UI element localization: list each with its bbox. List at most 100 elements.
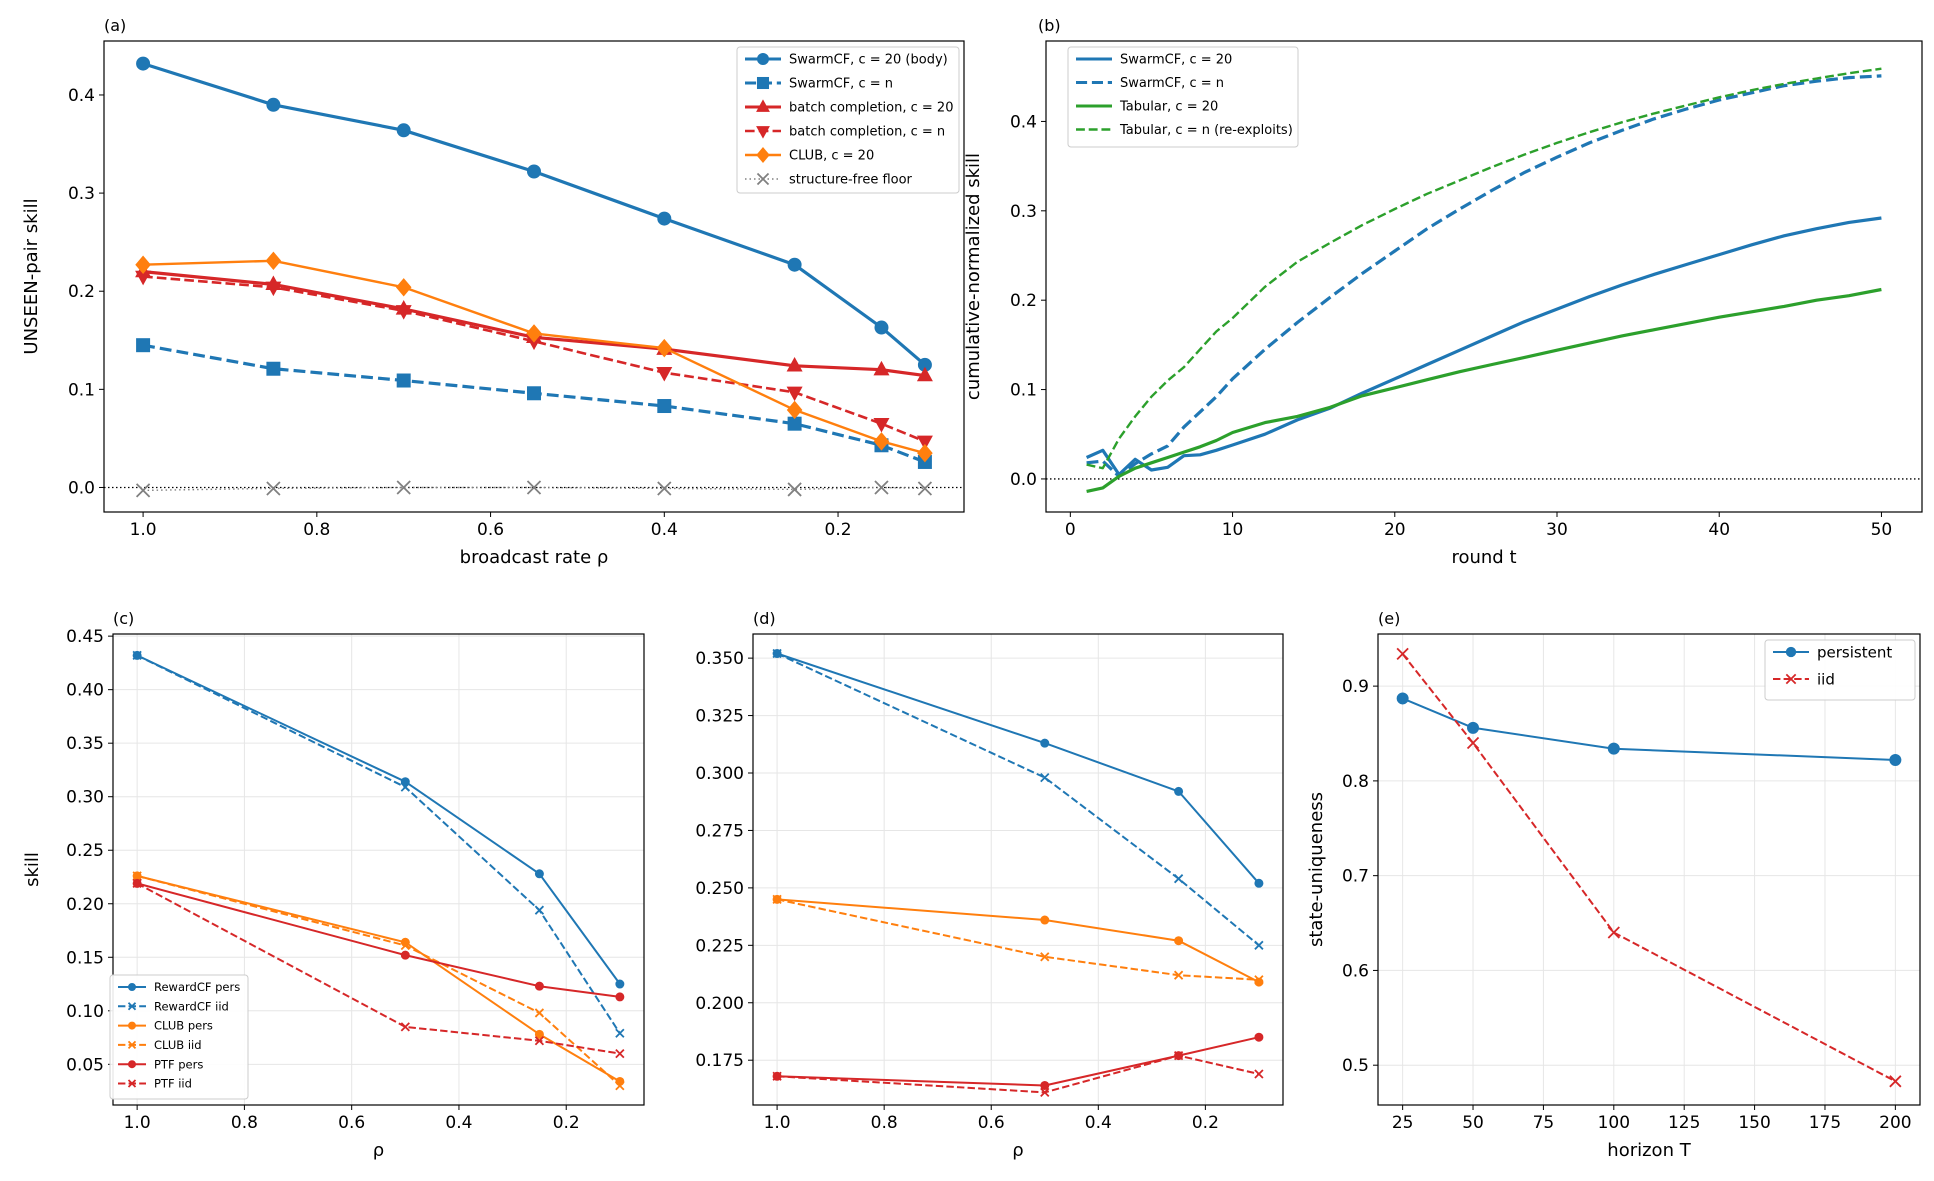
y-tick-label: 0.0 (68, 478, 95, 498)
y-tick-label: 0.9 (1342, 677, 1369, 697)
data-point (615, 1028, 625, 1038)
axes-frame (1045, 40, 1923, 513)
data-point (396, 373, 411, 388)
legend-entry-structure-free-floor: structure-free floor (745, 173, 913, 188)
y-tick-label: 0.175 (695, 1051, 744, 1071)
data-point (772, 894, 782, 905)
data-point (396, 123, 411, 138)
series-line (142, 62, 926, 367)
x-tick-label: 20 (1384, 520, 1406, 540)
x-tick-label: 0.6 (978, 1113, 1005, 1133)
data-point (527, 164, 541, 179)
data-point (1254, 975, 1264, 985)
data-point (873, 432, 890, 451)
series-line (1086, 67, 1882, 470)
data-point (615, 979, 625, 989)
x-tick-label: 50 (1871, 520, 1893, 540)
panel-label: (c) (113, 609, 134, 628)
legend-marker (1785, 673, 1797, 685)
x-tick-label: 150 (1738, 1113, 1770, 1133)
legend-marker (756, 52, 770, 66)
series-line (136, 874, 621, 1087)
data-point (400, 940, 410, 951)
x-tick-label: 0.8 (303, 520, 330, 540)
panel-c: 1.0 0.8 0.6 0.4 0.2 0.05 0.10 0.15 0.20 0.25 0.30 0… (22, 609, 645, 1161)
legend-label: Tabular, c = n (re-exploits) (1119, 123, 1293, 138)
data-point (526, 324, 542, 343)
y-tick-label: 0.35 (66, 734, 104, 754)
data-point (136, 56, 151, 71)
legend-marker (756, 172, 770, 186)
y-tick-label: 0.05 (66, 1055, 104, 1075)
panel-label: (a) (104, 16, 126, 35)
legend-entry-batch-completion-c-20: batch completion, c = 20 (745, 99, 953, 116)
data-point (1040, 772, 1050, 783)
data-point (265, 281, 282, 297)
data-point (132, 871, 142, 881)
x-tick-label: 125 (1668, 1113, 1700, 1133)
legend-marker (128, 1021, 136, 1030)
y-tick-label: 0.15 (66, 948, 104, 968)
legend-entry-swarmcf-c-n: SwarmCF, c = n (745, 77, 893, 92)
series-line (136, 654, 621, 985)
data-point (534, 905, 545, 915)
y-tick-label: 0.3 (68, 184, 95, 204)
series-line (136, 874, 621, 1083)
legend-label: Tabular, c = 20 (1119, 100, 1218, 115)
legend-marker (756, 126, 770, 139)
x-axis-label: horizon T (1607, 1140, 1691, 1161)
data-point (1607, 926, 1620, 939)
y-tick-label: 0.325 (695, 707, 744, 727)
x-axis-label: ρ (1012, 1140, 1023, 1161)
data-point (266, 481, 281, 496)
series-rewardcf-iid (772, 648, 1264, 950)
y-tick-label: 0.45 (66, 627, 104, 647)
data-point (1254, 878, 1264, 888)
data-point (1467, 721, 1480, 734)
legend-label: RewardCF pers (154, 980, 240, 994)
y-tick-label: 0.30 (66, 788, 104, 808)
series-line (142, 270, 926, 378)
legend-marker (1785, 646, 1797, 658)
panel-label: (e) (1378, 609, 1400, 628)
data-point (266, 361, 281, 376)
y-tick-label: 0.3 (1010, 202, 1037, 222)
axes-frame (1377, 633, 1921, 1106)
x-tick-label: 1.0 (124, 1113, 151, 1133)
series-swarmcf-c-n (136, 338, 932, 469)
legend-label: structure-free floor (789, 173, 913, 188)
legend-label: iid (1817, 670, 1835, 688)
legend-entry-iid: iid (1773, 670, 1835, 688)
series-line (1401, 653, 1896, 1083)
series-persistent (1396, 692, 1902, 767)
y-tick-label: 0.225 (695, 936, 744, 956)
legend-entry-club-c-20: CLUB, c = 20 (745, 147, 874, 164)
y-tick-label: 0.1 (68, 380, 95, 400)
data-point (772, 1071, 782, 1081)
legend-label: persistent (1817, 643, 1892, 661)
series-line (777, 898, 1260, 983)
legend-label: batch completion, c = 20 (789, 101, 953, 116)
legend-label: SwarmCF, c = 20 (body) (789, 53, 948, 68)
data-point (1174, 786, 1184, 796)
y-tick-label: 0.300 (695, 764, 744, 784)
legend-box (1764, 639, 1916, 701)
data-point (874, 320, 889, 335)
x-tick-label: 0.2 (825, 520, 852, 540)
legend-entry-ptf-iid: PTF iid (118, 1077, 192, 1091)
legend-box (736, 46, 960, 194)
data-point (400, 950, 410, 960)
legend: SwarmCF, c = 20 SwarmCF, c = n Tabular, c … (1067, 46, 1299, 148)
panel-d: 1.0 0.8 0.6 0.4 0.2 0.175 0.200 0.225 0.250 0.275… (695, 609, 1284, 1161)
data-point (615, 1048, 625, 1059)
data-point (1254, 940, 1264, 950)
y-tick-label: 0.4 (1010, 112, 1037, 132)
legend-label: PTF iid (154, 1077, 192, 1091)
series-line (777, 1036, 1260, 1087)
legend-label: SwarmCF, c = n (1120, 76, 1224, 91)
legend-entry-tabular-c-n-re-exploits: Tabular, c = n (re-exploits) (1076, 123, 1293, 138)
series-line (142, 275, 926, 443)
data-point (534, 869, 544, 879)
data-point (400, 1022, 410, 1032)
panel-b: 0 10 20 30 40 50 0.0 0.1 0.2 0.3 0.4 round t cumulat… (963, 16, 1923, 568)
